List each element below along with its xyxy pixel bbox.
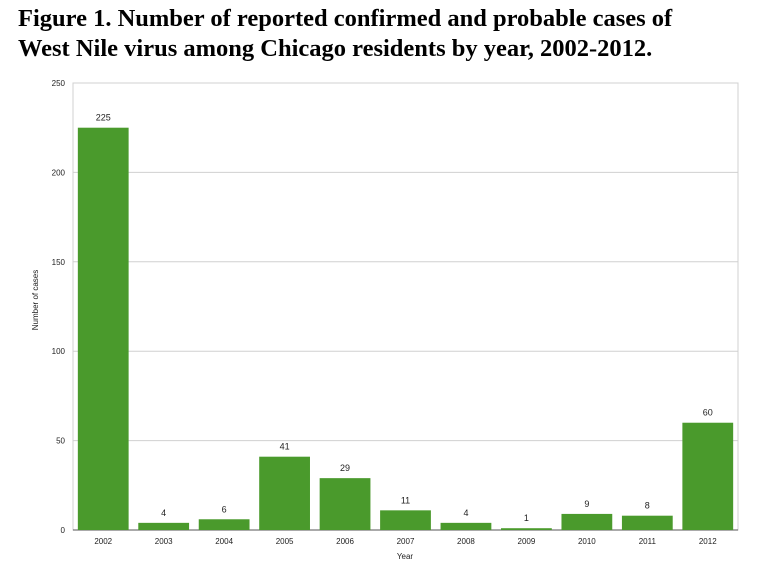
x-tick-label-2012: 2012 (699, 537, 717, 546)
bar-2009 (501, 528, 552, 530)
x-tick-label-2004: 2004 (215, 537, 233, 546)
data-label-2009: 1 (524, 513, 529, 523)
y-tick-label-50: 50 (56, 437, 65, 446)
x-tick-label-2008: 2008 (457, 537, 475, 546)
figure-title: Figure 1. Number of reported confirmed a… (18, 4, 768, 64)
y-axis-ticks: 0 50 100 150 200 250 (52, 79, 66, 535)
bar-2008 (440, 522, 492, 530)
data-label-2002: 225 (96, 113, 111, 123)
bar-2010 (561, 513, 613, 530)
x-tick-label-2006: 2006 (336, 537, 354, 546)
x-tick-label-2002: 2002 (94, 537, 112, 546)
figure-title-line-2: West Nile virus among Chicago residents … (18, 35, 653, 62)
bar-2005 (259, 456, 310, 530)
figure-title-line-1: Figure 1. Number of reported confirmed a… (18, 5, 673, 32)
x-tick-label-2003: 2003 (155, 537, 173, 546)
y-axis-label: Number of cases (31, 270, 40, 330)
data-label-2010: 9 (584, 499, 589, 509)
data-label-2012: 60 (703, 408, 713, 418)
y-tick-label-150: 150 (52, 258, 66, 267)
plot-frame (72, 82, 739, 531)
data-label-2008: 4 (463, 508, 468, 518)
bar-2003 (138, 522, 190, 530)
x-tick-label-2010: 2010 (578, 537, 596, 546)
data-label-2006: 29 (340, 463, 350, 473)
gridlines (72, 82, 739, 531)
x-tick-label-2011: 2011 (639, 537, 657, 546)
x-tick-label-2009: 2009 (518, 537, 536, 546)
data-label-2003: 4 (161, 508, 166, 518)
bar-2007 (380, 510, 431, 530)
y-tick-label-0: 0 (61, 526, 66, 535)
data-label-2011: 8 (645, 501, 650, 511)
bar-2004 (198, 519, 250, 530)
y-tick-label-250: 250 (52, 79, 66, 88)
x-axis-ticks: 2002 2003 2004 2005 2006 2007 2008 2009 2010 2011… (94, 537, 717, 546)
bar-2012 (682, 422, 734, 530)
y-tick-label-200: 200 (52, 168, 66, 177)
x-axis-label: Year (397, 552, 414, 561)
bar-2006 (319, 478, 371, 530)
data-label-2007: 11 (401, 495, 410, 505)
bars (77, 127, 734, 530)
bar-2011 (621, 515, 673, 530)
y-tick-label-100: 100 (52, 347, 66, 356)
data-label-2005: 41 (280, 442, 290, 452)
data-label-2004: 6 (222, 504, 227, 514)
bar-2002 (77, 127, 129, 530)
x-tick-label-2007: 2007 (397, 537, 415, 546)
x-tick-label-2005: 2005 (276, 537, 294, 546)
